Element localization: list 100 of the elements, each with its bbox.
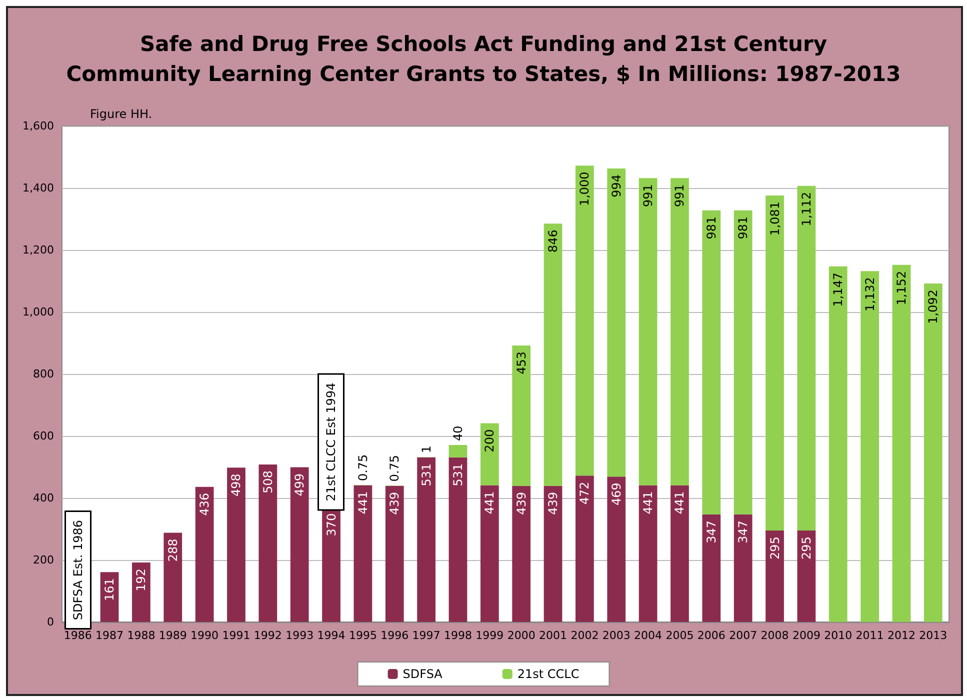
bar <box>828 266 848 622</box>
data-label: 1,081 <box>768 201 782 236</box>
data-label: 1,112 <box>799 192 814 226</box>
x-tick-label: 1998 <box>444 629 472 642</box>
y-tick-label: 1,000 <box>22 306 54 318</box>
data-label: 439 <box>546 492 560 515</box>
data-label: 531 <box>419 463 434 486</box>
x-tick-label: 1988 <box>127 629 156 642</box>
data-label: 1,147 <box>831 272 846 307</box>
x-tick-label: 1991 <box>222 629 250 642</box>
bar <box>385 486 404 622</box>
data-label: 498 <box>229 474 244 497</box>
bar <box>766 195 784 531</box>
x-tick-label: 2010 <box>824 629 852 642</box>
data-label: 453 <box>514 351 528 374</box>
x-tick-label: 2007 <box>729 629 758 642</box>
data-label: 441 <box>482 491 497 514</box>
bar <box>258 464 278 622</box>
bar <box>702 210 721 514</box>
bar <box>195 486 214 622</box>
data-label: 1,092 <box>926 289 940 324</box>
bar <box>480 423 499 486</box>
x-tick-label: 1994 <box>317 629 346 642</box>
data-label: 40 <box>450 426 465 441</box>
y-tick-label: 0 <box>47 616 54 628</box>
x-tick-label: 2006 <box>697 629 726 642</box>
x-tick-label: 1989 <box>158 629 187 642</box>
bar <box>670 178 689 486</box>
bar <box>290 467 309 622</box>
x-tick-label: 2003 <box>602 629 630 642</box>
data-label: 0.75 <box>388 454 402 482</box>
bar <box>734 210 752 514</box>
x-tick-label: 2008 <box>760 629 789 642</box>
data-label: 441 <box>356 491 370 514</box>
data-label: 531 <box>450 463 465 486</box>
bar <box>576 166 594 476</box>
data-label: 508 <box>260 470 275 494</box>
x-tick-label: 1996 <box>380 629 409 642</box>
data-label: 472 <box>578 482 592 505</box>
bar <box>638 485 658 622</box>
y-tick-label: 1,400 <box>22 182 54 194</box>
data-label: 991 <box>641 184 656 207</box>
data-label: 295 <box>768 536 782 560</box>
bar <box>638 178 658 486</box>
annotation: SDFSA Est. 1986 <box>71 520 85 620</box>
bar <box>797 186 816 531</box>
data-label: 499 <box>292 473 307 496</box>
bar <box>607 168 626 477</box>
x-tick-label: 1997 <box>412 629 440 642</box>
bar <box>670 485 689 622</box>
y-tick-label: 400 <box>33 492 54 504</box>
data-label: 846 <box>546 230 560 253</box>
annotation: 21st CLCC Est 1994 <box>324 382 338 502</box>
data-label: 370 <box>324 513 338 536</box>
bar <box>766 530 784 622</box>
data-label: 288 <box>166 538 180 562</box>
bar <box>417 457 436 622</box>
data-label: 994 <box>609 174 624 198</box>
x-tick-label: 2002 <box>570 629 599 642</box>
text: Figure HH. <box>90 107 152 121</box>
data-label: 981 <box>704 216 718 240</box>
bar <box>512 345 531 486</box>
x-tick-label: 1990 <box>190 629 219 642</box>
y-tick-label: 1,600 <box>22 120 54 132</box>
bar <box>132 562 150 622</box>
data-label: 441 <box>641 491 656 514</box>
bar <box>892 264 911 622</box>
data-label: 1,132 <box>862 277 877 312</box>
x-tick-label: 1995 <box>348 629 377 642</box>
data-label: 192 <box>134 568 148 592</box>
data-label: 1,000 <box>578 172 592 206</box>
x-tick-label: 2000 <box>507 629 536 642</box>
data-label: 436 <box>198 492 212 516</box>
bar <box>480 485 499 622</box>
x-tick-label: 2009 <box>792 629 820 642</box>
x-tick-label: 1999 <box>476 629 504 642</box>
x-tick-label: 1987 <box>96 629 124 642</box>
x-tick-label: 2001 <box>539 629 568 642</box>
y-tick-label: 600 <box>33 430 54 442</box>
x-tick-label: 2011 <box>856 629 884 642</box>
x-tick-label: 2012 <box>887 629 916 642</box>
x-tick-label: 1993 <box>286 629 314 642</box>
bar <box>448 457 468 622</box>
y-tick-label: 800 <box>33 368 54 380</box>
legend-label: SDFSA <box>402 667 444 681</box>
y-tick-label: 1,200 <box>22 244 54 256</box>
bar <box>164 532 182 622</box>
data-label: 1,152 <box>894 270 908 306</box>
chart-title: Safe and Drug Free Schools Act Funding and 21st Century Community Learning Center Grants to States, $ In Millions: 1987-2013 <box>66 32 901 86</box>
data-label: 981 <box>736 216 750 240</box>
x-tick-label: 1992 <box>254 629 282 642</box>
bar <box>448 444 468 458</box>
bar <box>734 514 752 622</box>
bar <box>227 468 246 622</box>
data-label: 347 <box>704 520 718 544</box>
data-label: 200 <box>482 429 497 452</box>
bar <box>924 283 942 622</box>
x-tick-label: 2004 <box>634 629 662 642</box>
data-label: 439 <box>388 492 402 515</box>
data-label: 347 <box>736 520 750 544</box>
